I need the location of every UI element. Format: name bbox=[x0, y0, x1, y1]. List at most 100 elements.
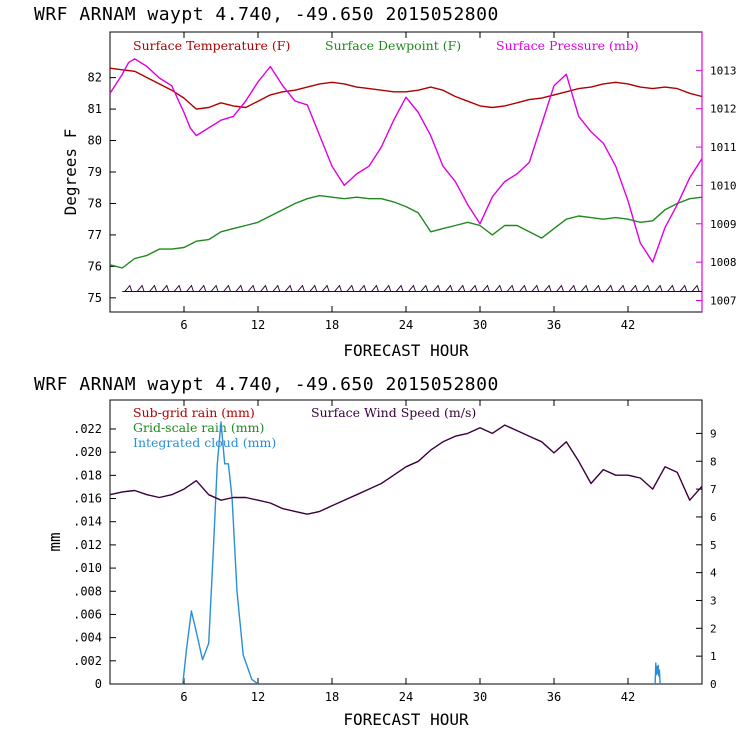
wind-barb bbox=[210, 284, 219, 292]
wind-barb bbox=[469, 284, 478, 292]
y2-tick-label: 3 bbox=[710, 594, 717, 607]
y2-tick-label: 1009 bbox=[710, 218, 737, 231]
y2-tick-label: 1011 bbox=[710, 141, 737, 154]
wind-barb bbox=[124, 284, 133, 292]
series-line bbox=[109, 58, 703, 263]
wind-barb bbox=[358, 284, 367, 292]
wind-barb bbox=[395, 284, 404, 292]
y2-tick-label: 6 bbox=[710, 511, 717, 524]
wind-barb bbox=[506, 284, 515, 292]
y-tick-label: .010 bbox=[73, 561, 102, 575]
y2-tick-label: 4 bbox=[710, 567, 717, 580]
y-tick-label: 75 bbox=[88, 291, 102, 305]
wind-barb bbox=[556, 284, 564, 292]
temperature-chart: WRF ARNAM waypt 4.740, -49.650 201505280… bbox=[34, 4, 737, 360]
y2-tick-label: 8 bbox=[710, 455, 717, 468]
wind-barb bbox=[272, 284, 281, 292]
legend-dewpoint: Surface Dewpoint (F) bbox=[325, 38, 461, 53]
wind-barb bbox=[605, 284, 614, 292]
wind-barb bbox=[593, 284, 601, 292]
y2-tick-label: 5 bbox=[710, 539, 717, 552]
series-line bbox=[109, 194, 703, 269]
legend-integrated-cloud: Integrated cloud (mm) bbox=[133, 435, 276, 450]
wind-barb bbox=[309, 284, 318, 292]
wind-barb bbox=[247, 284, 256, 292]
wind-barb bbox=[223, 284, 231, 292]
wind-barb bbox=[408, 284, 416, 292]
wind-barb bbox=[260, 284, 268, 292]
series-line bbox=[182, 421, 259, 685]
wind-barb bbox=[371, 284, 379, 292]
y-tick-label: 81 bbox=[88, 102, 102, 116]
wind-barb bbox=[321, 284, 330, 292]
y2-tick-label: 2 bbox=[710, 622, 717, 635]
x-tick-label: 6 bbox=[180, 690, 187, 704]
y2-tick-label: 1 bbox=[710, 650, 717, 663]
wind-barb bbox=[654, 284, 663, 292]
y-axis-ticks: 75 76 77 78 79 80 81 82 bbox=[88, 71, 116, 305]
wind-barb bbox=[198, 284, 207, 292]
x-axis-label: FORECAST HOUR bbox=[343, 341, 469, 360]
wind-barb bbox=[494, 284, 503, 292]
wind-barb bbox=[346, 284, 355, 292]
y-tick-label: .002 bbox=[73, 654, 102, 668]
y2-axis-ticks: 0 1 2 3 4 5 6 7 8 9 bbox=[696, 427, 717, 691]
y-tick-label: 80 bbox=[88, 134, 102, 148]
y2-tick-label: 1007 bbox=[710, 294, 737, 307]
wind-barb bbox=[432, 284, 441, 292]
y2-tick-label: 7 bbox=[710, 483, 717, 496]
legend-pressure: Surface Pressure (mb) bbox=[496, 38, 639, 53]
x-tick-label: 18 bbox=[325, 318, 339, 332]
wind-barb bbox=[617, 284, 626, 292]
wind-barb bbox=[445, 284, 453, 292]
y-tick-label: .008 bbox=[73, 584, 102, 598]
wind-barb bbox=[420, 284, 429, 292]
y-tick-label: 77 bbox=[88, 228, 102, 242]
wind-barb bbox=[284, 284, 293, 292]
y-tick-label: .006 bbox=[73, 607, 102, 621]
y-tick-label: .020 bbox=[73, 445, 102, 459]
wind-barb bbox=[482, 284, 490, 292]
x-tick-label: 36 bbox=[547, 318, 561, 332]
legend-wind-speed: Surface Wind Speed (m/s) bbox=[311, 405, 476, 420]
x-axis-ticks: 6 12 18 24 30 36 42 bbox=[180, 400, 635, 704]
y2-tick-label: 1012 bbox=[710, 103, 737, 116]
x-tick-label: 18 bbox=[325, 690, 339, 704]
x-tick-label: 24 bbox=[399, 318, 413, 332]
series-line bbox=[109, 67, 703, 110]
wind-barb bbox=[630, 284, 638, 292]
series-line bbox=[109, 424, 703, 515]
y2-tick-label: 1008 bbox=[710, 256, 737, 269]
wind-barbs-row bbox=[122, 284, 702, 293]
x-tick-label: 12 bbox=[251, 318, 265, 332]
y-tick-label: .018 bbox=[73, 468, 102, 482]
x-tick-label: 30 bbox=[473, 318, 487, 332]
wind-barb bbox=[531, 284, 540, 292]
wind-barb bbox=[667, 284, 675, 292]
y2-tick-label: 0 bbox=[710, 678, 717, 691]
y-tick-label: 79 bbox=[88, 165, 102, 179]
x-tick-label: 6 bbox=[180, 318, 187, 332]
series-line bbox=[654, 662, 661, 685]
y2-tick-label: 9 bbox=[710, 427, 717, 440]
y2-tick-label: 1010 bbox=[710, 179, 737, 192]
y-axis-label: Degrees F bbox=[61, 129, 80, 216]
series-group bbox=[109, 421, 703, 685]
wind-barb bbox=[149, 284, 157, 292]
y-tick-label: .022 bbox=[73, 422, 102, 436]
x-tick-label: 30 bbox=[473, 690, 487, 704]
y-tick-label: .004 bbox=[73, 631, 102, 645]
legend-subgrid-rain: Sub-grid rain (mm) bbox=[133, 405, 255, 420]
y2-tick-label: 1013 bbox=[710, 64, 737, 77]
x-axis-label: FORECAST HOUR bbox=[343, 710, 469, 729]
wind-barb bbox=[691, 284, 700, 292]
wind-barb bbox=[679, 284, 688, 292]
wind-barb bbox=[186, 284, 194, 292]
wind-barb bbox=[580, 284, 589, 292]
precip-wind-chart: WRF ARNAM waypt 4.740, -49.650 201505280… bbox=[34, 374, 717, 729]
legend-temperature: Surface Temperature (F) bbox=[133, 38, 290, 53]
plot-frame bbox=[109, 31, 703, 313]
y-tick-label: 76 bbox=[88, 259, 102, 273]
y-tick-label: .014 bbox=[73, 515, 102, 529]
